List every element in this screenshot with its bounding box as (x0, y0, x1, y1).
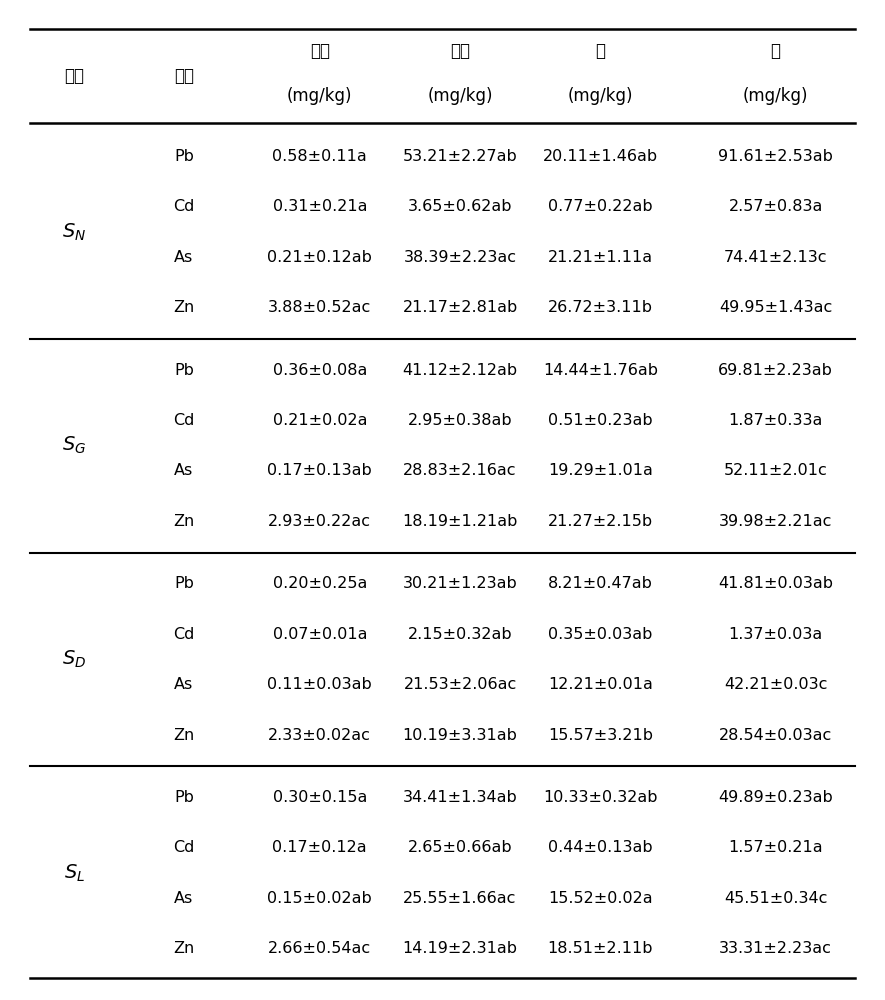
Text: (mg/kg): (mg/kg) (743, 87, 808, 105)
Text: 0.51±0.23ab: 0.51±0.23ab (548, 413, 652, 428)
Text: (mg/kg): (mg/kg) (427, 87, 493, 105)
Text: 53.21±2.27ab: 53.21±2.27ab (403, 149, 518, 164)
Text: 18.19±1.21ab: 18.19±1.21ab (403, 514, 518, 529)
Text: 42.21±0.03c: 42.21±0.03c (724, 677, 827, 692)
Text: Zn: Zn (173, 941, 195, 956)
Text: 49.89±0.23ab: 49.89±0.23ab (719, 790, 833, 805)
Text: 2.15±0.32ab: 2.15±0.32ab (408, 627, 512, 642)
Text: 34.41±1.34ab: 34.41±1.34ab (403, 790, 518, 805)
Text: $S_{D}$: $S_{D}$ (62, 649, 87, 670)
Text: 2.65±0.66ab: 2.65±0.66ab (408, 840, 512, 855)
Text: 2.95±0.38ab: 2.95±0.38ab (408, 413, 512, 428)
Text: 21.27±2.15b: 21.27±2.15b (548, 514, 653, 529)
Text: 0.17±0.13ab: 0.17±0.13ab (267, 463, 372, 478)
Text: 74.41±2.13c: 74.41±2.13c (724, 250, 827, 265)
Text: 21.17±2.81ab: 21.17±2.81ab (403, 300, 518, 315)
Text: Pb: Pb (174, 576, 194, 591)
Text: 0.21±0.02a: 0.21±0.02a (273, 413, 367, 428)
Text: Cd: Cd (173, 413, 195, 428)
Text: 处理: 处理 (65, 67, 84, 85)
Text: 14.19±2.31ab: 14.19±2.31ab (403, 941, 518, 956)
Text: 2.57±0.83a: 2.57±0.83a (728, 199, 823, 214)
Text: As: As (174, 463, 194, 478)
Text: As: As (174, 677, 194, 692)
Text: 20.11±1.46ab: 20.11±1.46ab (543, 149, 658, 164)
Text: 8.21±0.47ab: 8.21±0.47ab (548, 576, 653, 591)
Text: Cd: Cd (173, 840, 195, 855)
Text: 0.35±0.03ab: 0.35±0.03ab (548, 627, 652, 642)
Text: 0.07±0.01a: 0.07±0.01a (273, 627, 367, 642)
Text: 25.55±1.66ac: 25.55±1.66ac (404, 891, 517, 906)
Text: 0.21±0.12ab: 0.21±0.12ab (267, 250, 373, 265)
Text: $S_{L}$: $S_{L}$ (64, 862, 85, 884)
Text: As: As (174, 891, 194, 906)
Text: Zn: Zn (173, 514, 195, 529)
Text: 21.21±1.11a: 21.21±1.11a (548, 250, 653, 265)
Text: 39.98±2.21ac: 39.98±2.21ac (719, 514, 832, 529)
Text: 28.83±2.16ac: 28.83±2.16ac (404, 463, 517, 478)
Text: 0.15±0.02ab: 0.15±0.02ab (267, 891, 372, 906)
Text: 69.81±2.23ab: 69.81±2.23ab (719, 363, 833, 378)
Text: 0.17±0.12a: 0.17±0.12a (273, 840, 367, 855)
Text: 41.12±2.12ab: 41.12±2.12ab (403, 363, 518, 378)
Text: 2.33±0.02ac: 2.33±0.02ac (268, 728, 371, 743)
Text: 41.81±0.03ab: 41.81±0.03ab (718, 576, 833, 591)
Text: 3.65±0.62ab: 3.65±0.62ab (408, 199, 512, 214)
Text: 0.11±0.03ab: 0.11±0.03ab (267, 677, 372, 692)
Text: 33.31±2.23ac: 33.31±2.23ac (720, 941, 832, 956)
Text: Zn: Zn (173, 728, 195, 743)
Text: 0.31±0.21a: 0.31±0.21a (273, 199, 367, 214)
Text: As: As (174, 250, 194, 265)
Text: 18.51±2.11b: 18.51±2.11b (548, 941, 653, 956)
Text: 91.61±2.53ab: 91.61±2.53ab (719, 149, 833, 164)
Text: Pb: Pb (174, 363, 194, 378)
Text: 3.88±0.52ac: 3.88±0.52ac (268, 300, 372, 315)
Text: Cd: Cd (173, 627, 195, 642)
Text: 1.37±0.03a: 1.37±0.03a (728, 627, 823, 642)
Text: 19.29±1.01a: 19.29±1.01a (548, 463, 653, 478)
Text: 0.44±0.13ab: 0.44±0.13ab (548, 840, 652, 855)
Text: (mg/kg): (mg/kg) (287, 87, 352, 105)
Text: 2.93±0.22ac: 2.93±0.22ac (268, 514, 372, 529)
Text: Zn: Zn (173, 300, 195, 315)
Text: 籽粒: 籽粒 (310, 42, 330, 60)
Text: 0.20±0.25a: 0.20±0.25a (273, 576, 367, 591)
Text: 根系: 根系 (450, 42, 470, 60)
Text: 15.57±3.21b: 15.57±3.21b (548, 728, 653, 743)
Text: 1.57±0.21a: 1.57±0.21a (728, 840, 823, 855)
Text: 26.72±3.11b: 26.72±3.11b (548, 300, 653, 315)
Text: 茎: 茎 (596, 42, 605, 60)
Text: 元素: 元素 (173, 67, 194, 85)
Text: 28.54±0.03ac: 28.54±0.03ac (719, 728, 832, 743)
Text: 0.58±0.11a: 0.58±0.11a (273, 149, 367, 164)
Text: 2.66±0.54ac: 2.66±0.54ac (268, 941, 372, 956)
Text: 38.39±2.23ac: 38.39±2.23ac (404, 250, 517, 265)
Text: 0.36±0.08a: 0.36±0.08a (273, 363, 367, 378)
Text: $S_{G}$: $S_{G}$ (62, 435, 87, 456)
Text: 21.53±2.06ac: 21.53±2.06ac (404, 677, 517, 692)
Text: 10.33±0.32ab: 10.33±0.32ab (543, 790, 658, 805)
Text: 49.95±1.43ac: 49.95±1.43ac (719, 300, 832, 315)
Text: 14.44±1.76ab: 14.44±1.76ab (543, 363, 658, 378)
Text: 30.21±1.23ab: 30.21±1.23ab (403, 576, 518, 591)
Text: Pb: Pb (174, 149, 194, 164)
Text: 15.52±0.02a: 15.52±0.02a (548, 891, 652, 906)
Text: 0.30±0.15a: 0.30±0.15a (273, 790, 367, 805)
Text: 10.19±3.31ab: 10.19±3.31ab (403, 728, 518, 743)
Text: 52.11±2.01c: 52.11±2.01c (724, 463, 827, 478)
Text: 0.77±0.22ab: 0.77±0.22ab (548, 199, 652, 214)
Text: 叶: 叶 (771, 42, 781, 60)
Text: 45.51±0.34c: 45.51±0.34c (724, 891, 827, 906)
Text: (mg/kg): (mg/kg) (567, 87, 633, 105)
Text: Cd: Cd (173, 199, 195, 214)
Text: $S_{N}$: $S_{N}$ (62, 221, 87, 243)
Text: Pb: Pb (174, 790, 194, 805)
Text: 12.21±0.01a: 12.21±0.01a (548, 677, 653, 692)
Text: 1.87±0.33a: 1.87±0.33a (728, 413, 823, 428)
